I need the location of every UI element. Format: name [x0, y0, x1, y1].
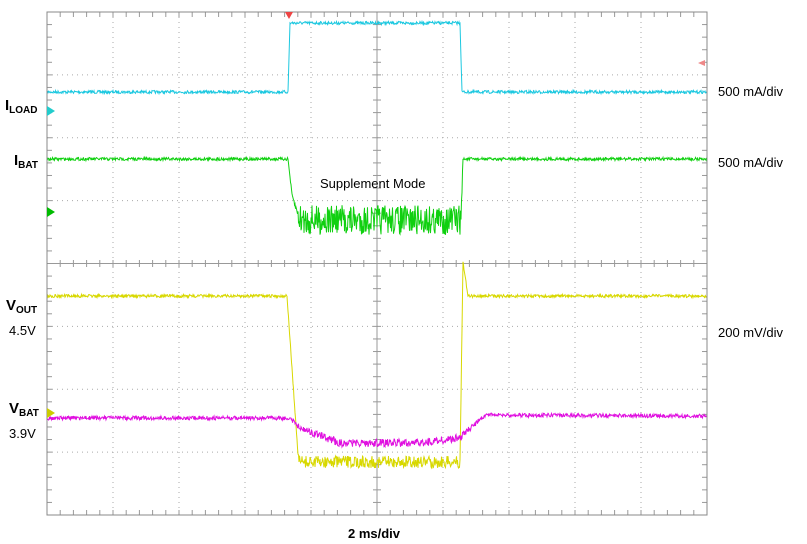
ch-marker [47, 207, 55, 217]
label-vout: VOUT [6, 297, 37, 316]
trace [46, 261, 707, 470]
frame [46, 11, 708, 516]
level-vbat: 3.9V [9, 426, 36, 441]
ch-marker [47, 408, 55, 418]
label-iload: ILOAD [5, 97, 38, 116]
scale-label: 500 mA/div [718, 155, 784, 170]
label-vbat: VBAT [9, 400, 39, 419]
trace [46, 19, 707, 96]
trace [46, 411, 707, 449]
trigger-marker [285, 12, 293, 19]
ch-marker [47, 106, 55, 116]
level-vout: 4.5V [9, 323, 36, 338]
label-ibat: IBAT [14, 152, 38, 171]
scale-label: 200 mV/div [718, 325, 784, 340]
level-marker [698, 60, 705, 66]
traces [46, 19, 707, 470]
trace [46, 155, 707, 236]
timebase: 2 ms/div [348, 526, 401, 541]
annotation: Supplement Mode [320, 176, 426, 191]
scale-label: 500 mA/div [718, 84, 784, 99]
